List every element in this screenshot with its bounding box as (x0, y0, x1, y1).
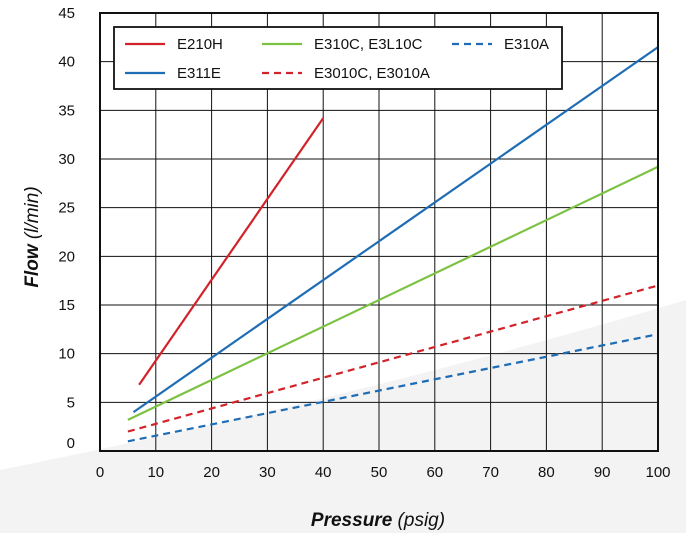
x-tick-label: 40 (315, 464, 332, 481)
legend-box (113, 26, 563, 90)
y-tick-label: 20 (58, 248, 75, 265)
y-tick-label: 25 (58, 200, 75, 217)
x-axis-unit: (psig) (398, 510, 446, 531)
y-tick-label: 15 (58, 297, 75, 314)
x-tick-label: 50 (371, 464, 388, 481)
x-tick-label: 100 (645, 464, 670, 481)
y-tick-label: 30 (58, 151, 75, 168)
y-axis-label: Flow (22, 243, 43, 287)
y-tick-label: 45 (58, 5, 75, 22)
series-lines (127, 46, 659, 443)
series-line-0 (138, 117, 325, 386)
y-axis-unit: (l/min) (22, 186, 43, 239)
x-tick-label: 20 (203, 464, 220, 481)
legend-label-1: E311E (177, 65, 221, 82)
plot-border (99, 12, 659, 452)
y-tick-label: 35 (58, 102, 75, 119)
series-line-1 (132, 46, 659, 414)
x-axis-label: Pressure (311, 510, 393, 531)
y-tick-label: 40 (58, 54, 75, 71)
y-tick-label: 0 (67, 435, 75, 452)
x-tick-label: 0 (96, 464, 104, 481)
x-tick-label: 60 (426, 464, 443, 481)
legend: E210H E311E E310C, E3L10C E3010C, E3010A E31… (113, 26, 563, 90)
x-axis-title: Pressure (psig) (311, 510, 445, 531)
legend-label-3: E3010C, E3010A (314, 65, 430, 82)
series-line-4 (127, 333, 659, 443)
x-tick-label: 30 (259, 464, 276, 481)
x-tick-label: 70 (482, 464, 499, 481)
y-tick-label: 10 (58, 346, 75, 363)
legend-label-4: E310A (504, 36, 549, 53)
x-tick-label: 10 (147, 464, 164, 481)
legend-label-2: E310C, E3L10C (314, 36, 423, 53)
x-tick-labels: 0 10 20 30 40 50 60 70 80 90 100 (96, 464, 671, 481)
legend-label-0: E210H (177, 36, 223, 53)
y-tick-label: 5 (67, 394, 75, 411)
y-axis-title: Flow (l/min) (22, 186, 43, 287)
series-line-3 (127, 284, 659, 433)
x-tick-label: 80 (538, 464, 555, 481)
y-tick-labels: 0 5 10 15 20 25 30 35 40 45 (58, 5, 75, 452)
x-tick-label: 90 (594, 464, 611, 481)
series-line-2 (127, 165, 659, 421)
